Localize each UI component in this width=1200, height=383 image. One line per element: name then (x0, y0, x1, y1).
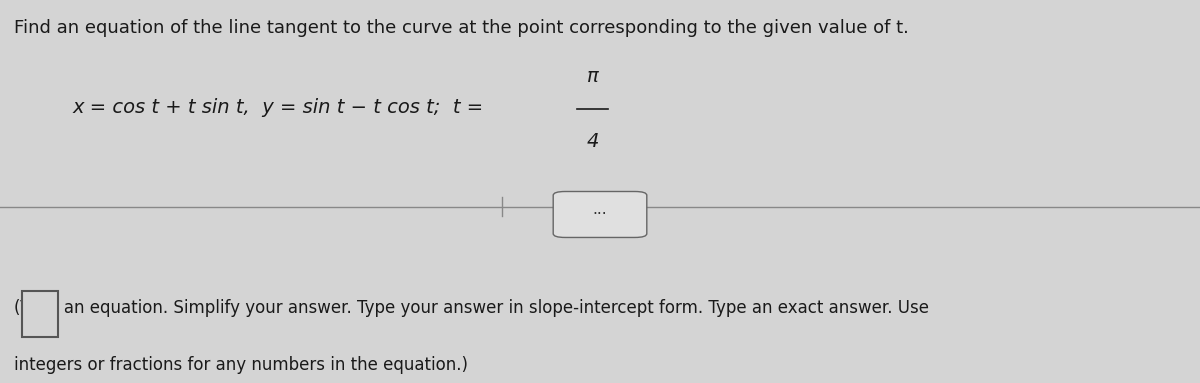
Text: ···: ··· (593, 207, 607, 222)
Text: Find an equation of the line tangent to the curve at the point corresponding to : Find an equation of the line tangent to … (14, 19, 910, 37)
Text: 4: 4 (587, 132, 599, 151)
Text: (Type an equation. Simplify your answer. Type your answer in slope-intercept for: (Type an equation. Simplify your answer.… (14, 299, 930, 317)
Text: integers or fractions for any numbers in the equation.): integers or fractions for any numbers in… (14, 356, 468, 374)
Text: π: π (587, 67, 599, 86)
FancyBboxPatch shape (553, 192, 647, 237)
Text: x = cos t + t sin t,  y = sin t − t cos t;  t =: x = cos t + t sin t, y = sin t − t cos t… (72, 98, 484, 117)
FancyBboxPatch shape (22, 291, 58, 337)
